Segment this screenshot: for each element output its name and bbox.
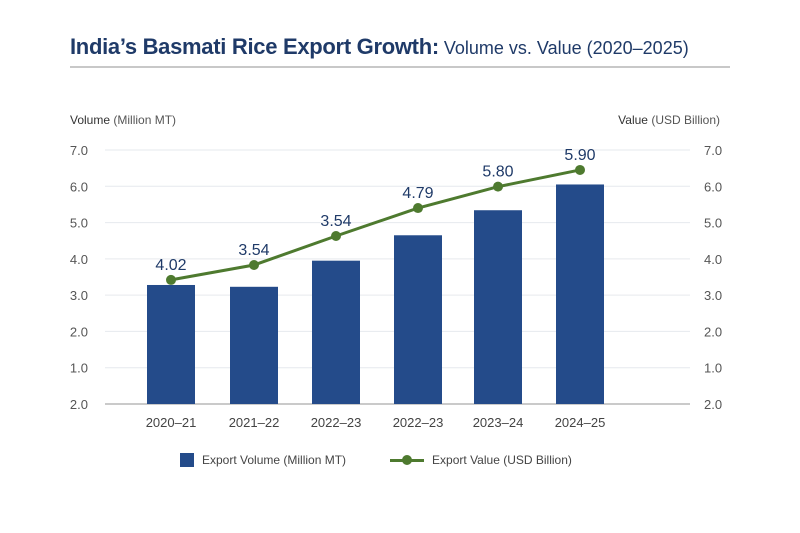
bar: [474, 210, 522, 404]
x-tick-label: 2023–24: [473, 415, 524, 430]
x-tick-label: 2021–22: [229, 415, 280, 430]
y2-tick-label: 4.0: [704, 252, 722, 267]
value-point: [493, 181, 503, 192]
y2-tick-label: 2.0: [704, 397, 722, 412]
title-bold: India’s Basmati Rice Export Growth:: [70, 34, 439, 59]
y-axis-label-unit: (Million MT): [110, 113, 177, 127]
y2-axis-label-unit: (USD Billion): [647, 113, 720, 127]
y-tick-label: 2.0: [70, 397, 88, 412]
value-data-label: 4.79: [402, 185, 433, 202]
value-point: [166, 274, 176, 285]
bar: [312, 260, 360, 404]
bar: [556, 184, 604, 404]
y-tick-label: 7.0: [70, 143, 88, 158]
x-tick-label: 2020–21: [146, 415, 197, 430]
y2-tick-label: 6.0: [704, 179, 722, 194]
y2-axis-label-main: Value: [618, 113, 648, 127]
value-data-label: 4.02: [155, 257, 186, 274]
y2-tick-label: 2.0: [704, 324, 722, 339]
y-tick-label: 6.0: [70, 179, 88, 194]
y2-tick-label: 3.0: [704, 288, 722, 303]
value-data-label: 3.54: [238, 242, 269, 259]
value-data-label: 5.80: [482, 164, 513, 181]
chart-title: India’s Basmati Rice Export Growth: Volu…: [70, 34, 689, 60]
legend-swatch-value: [390, 454, 425, 465]
bar: [147, 284, 195, 404]
y2-axis-label: Value (USD Billion): [618, 113, 720, 127]
title-divider: [70, 66, 730, 68]
title-rest: Volume vs. Value (2020–2025): [438, 38, 689, 58]
value-data-label: 3.54: [320, 213, 351, 230]
x-tick-label: 2022–23: [311, 415, 362, 430]
y-axis-label: Volume (Million MT): [70, 113, 176, 127]
y-tick-label: 5.0: [70, 216, 88, 231]
y2-tick-label: 1.0: [704, 361, 722, 376]
legend-label-value: Export Value (USD Billion): [432, 453, 572, 467]
value-data-label: 5.90: [564, 147, 595, 164]
value-point: [575, 164, 585, 175]
legend-label-volume: Export Volume (Million MT): [202, 453, 347, 467]
value-point: [413, 203, 423, 214]
value-point: [249, 260, 259, 271]
value-point: [331, 230, 341, 241]
value-line: [170, 168, 581, 282]
y-axis-label-main: Volume: [70, 113, 111, 127]
y2-tick-label: 5.0: [704, 216, 722, 231]
x-tick-label: 2022–23: [393, 415, 444, 430]
y-tick-label: 3.0: [70, 288, 88, 303]
legend: Export Volume (Million MT) Export Value …: [180, 453, 572, 467]
bar: [230, 286, 278, 404]
bar: [394, 235, 442, 404]
legend-swatch-volume: [180, 453, 194, 467]
x-tick-label: 2024–25: [555, 415, 606, 430]
y-tick-label: 2.0: [70, 324, 88, 339]
y-tick-label: 4.0: [70, 252, 88, 267]
y2-tick-label: 7.0: [704, 143, 722, 158]
y-tick-label: 1.0: [70, 361, 88, 376]
